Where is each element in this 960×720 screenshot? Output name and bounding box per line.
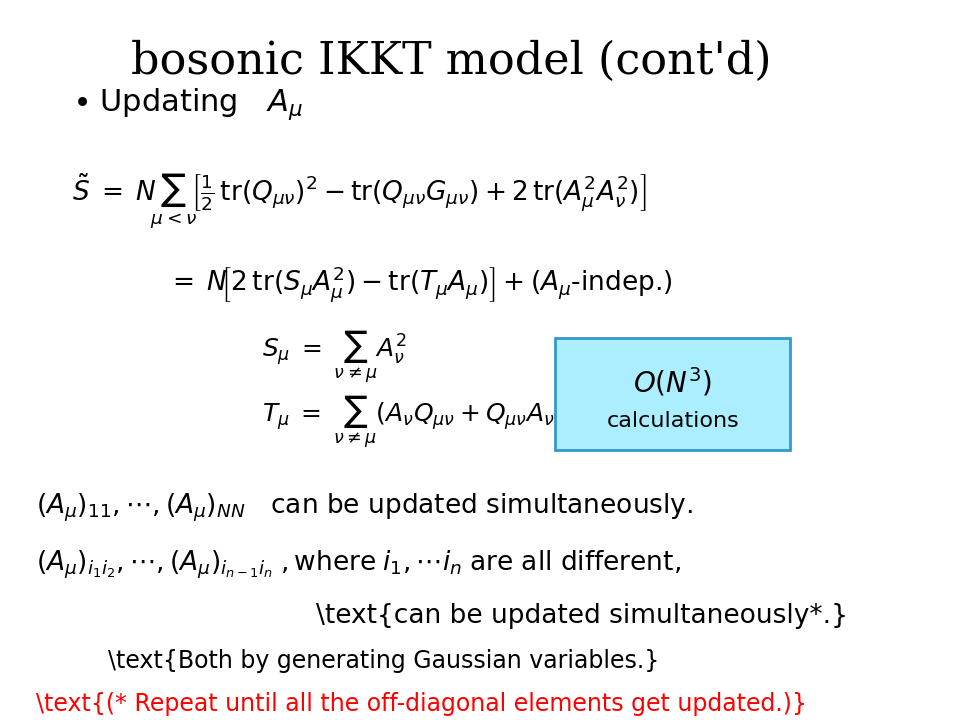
Text: \text{can be updated simultaneously*.}: \text{can be updated simultaneously*.} [316, 603, 848, 629]
Text: \text{(* Repeat until all the off-diagonal elements get updated.)}: \text{(* Repeat until all the off-diagon… [36, 692, 807, 716]
Text: \text{Both by generating Gaussian variables.}: \text{Both by generating Gaussian variab… [108, 649, 660, 673]
Text: $\bullet\; \text{Updating} \quad A_\mu$: $\bullet\; \text{Updating} \quad A_\mu$ [72, 87, 303, 122]
Text: $T_\mu \;=\; \sum_{\nu\neq\mu} (A_\nu Q_{\mu\nu} + Q_{\mu\nu} A_\nu)$: $T_\mu \;=\; \sum_{\nu\neq\mu} (A_\nu Q_… [262, 393, 564, 449]
Text: bosonic IKKT model (cont'd): bosonic IKKT model (cont'd) [132, 40, 772, 83]
Text: $(A_\mu)_{i_1 i_2},\cdots,(A_\mu)_{i_{n-1}i_n} \;,\text{where}\; i_1,\cdots i_n : $(A_\mu)_{i_1 i_2},\cdots,(A_\mu)_{i_{n-… [36, 549, 681, 581]
Text: $S_\mu \;=\; \sum_{\nu\neq\mu} A_\nu^2$: $S_\mu \;=\; \sum_{\nu\neq\mu} A_\nu^2$ [262, 328, 406, 384]
Text: $(A_\mu)_{11},\cdots,(A_\mu)_{NN} \quad \text{can be updated simultaneously.}$: $(A_\mu)_{11},\cdots,(A_\mu)_{NN} \quad … [36, 492, 693, 523]
Text: calculations: calculations [607, 411, 739, 431]
Text: $\tilde{S} \;=\; N\!\sum_{\mu<\nu}\!\left[\frac{1}{2}\,\mathrm{tr}(Q_{\mu\nu})^2: $\tilde{S} \;=\; N\!\sum_{\mu<\nu}\!\lef… [72, 172, 647, 231]
Text: $O(N^3)$: $O(N^3)$ [634, 366, 712, 399]
FancyBboxPatch shape [556, 338, 790, 450]
Text: $=\; N\!\left[2\,\mathrm{tr}(S_\mu A_\mu^2) - \mathrm{tr}(T_\mu A_\mu)\right] + : $=\; N\!\left[2\,\mathrm{tr}(S_\mu A_\mu… [167, 264, 673, 305]
